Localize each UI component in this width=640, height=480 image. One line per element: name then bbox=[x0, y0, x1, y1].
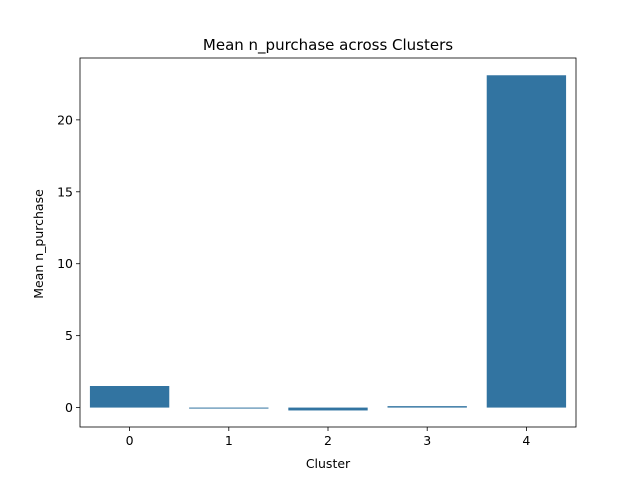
y-tick-label: 15 bbox=[57, 184, 73, 199]
chart-title: Mean n_purchase across Clusters bbox=[203, 36, 453, 55]
y-tick-label: 10 bbox=[57, 256, 73, 271]
bar-cluster-4 bbox=[486, 75, 567, 408]
x-tick-label: 4 bbox=[522, 433, 530, 448]
y-tick-label: 5 bbox=[65, 328, 73, 343]
bar-cluster-0 bbox=[89, 386, 170, 408]
x-tick-label: 2 bbox=[324, 433, 332, 448]
x-tick-label: 3 bbox=[423, 433, 431, 448]
x-axis-ticks: 0 1 2 3 4 bbox=[126, 427, 530, 448]
y-axis-label: Mean n_purchase bbox=[31, 189, 46, 299]
bars bbox=[89, 75, 567, 411]
bar-cluster-1 bbox=[189, 407, 269, 409]
x-axis-label: Cluster bbox=[306, 456, 351, 471]
bar-cluster-3 bbox=[387, 406, 467, 408]
x-tick-label: 0 bbox=[126, 433, 134, 448]
y-tick-label: 20 bbox=[57, 112, 73, 127]
x-tick-label: 1 bbox=[225, 433, 233, 448]
plot-frame bbox=[79, 57, 577, 428]
y-axis-ticks: 0 5 10 15 20 bbox=[57, 112, 80, 415]
bar-cluster-2 bbox=[288, 407, 368, 411]
y-tick-label: 0 bbox=[65, 400, 73, 415]
